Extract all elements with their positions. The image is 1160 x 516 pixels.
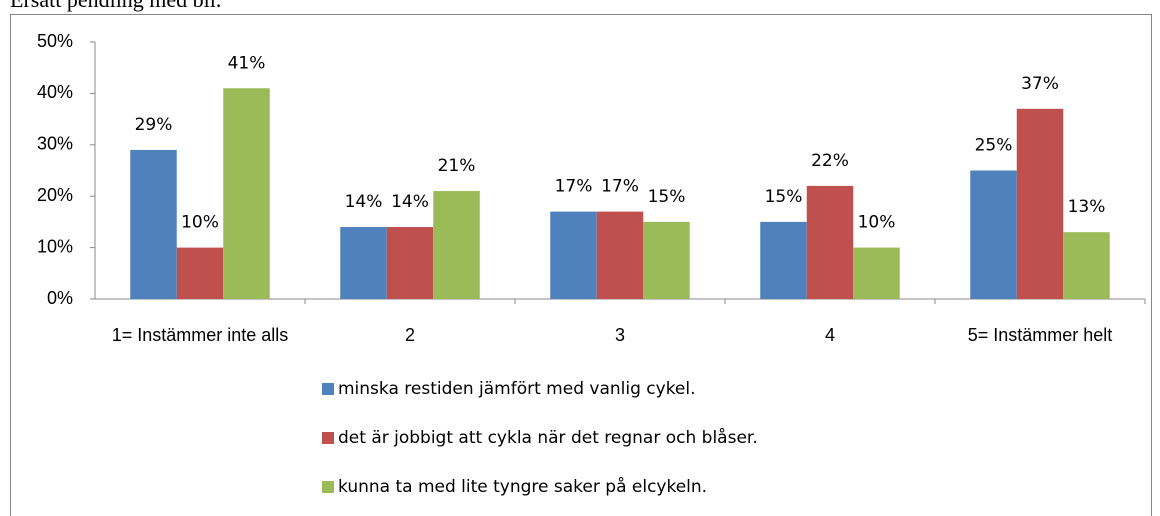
y-tick-label: 20% <box>37 185 73 205</box>
data-label: 17% <box>601 177 639 197</box>
data-label: 14% <box>345 192 383 212</box>
legend-swatch <box>322 481 334 493</box>
data-label: 10% <box>858 213 896 233</box>
x-tick-label: 4 <box>825 325 835 345</box>
x-tick-label: 2 <box>405 325 415 345</box>
chart-frame <box>10 14 1152 516</box>
page-caption: Ersätt pendling med bil. <box>10 0 221 12</box>
data-label: 25% <box>975 136 1013 156</box>
bar <box>340 227 387 299</box>
y-tick-label: 10% <box>37 236 73 256</box>
bar <box>1063 232 1110 299</box>
bar <box>176 247 224 299</box>
bar <box>386 227 434 299</box>
legend-swatch <box>322 383 334 395</box>
bar <box>1016 108 1064 299</box>
data-label: 41% <box>228 53 266 73</box>
bar <box>853 247 900 299</box>
bar <box>643 221 690 299</box>
y-tick-label: 0% <box>47 288 73 308</box>
legend-label: det är jobbigt att cykla när det regnar … <box>338 427 758 448</box>
y-tick-label: 40% <box>37 82 73 102</box>
data-label: 21% <box>438 156 476 176</box>
legend-swatch <box>322 432 334 444</box>
x-tick-label: 1= Instämmer inte alls <box>112 325 289 345</box>
data-label: 13% <box>1068 197 1106 217</box>
x-tick-label: 5= Instämmer helt <box>968 325 1113 345</box>
y-tick-label: 30% <box>37 134 73 154</box>
bar <box>130 149 177 299</box>
data-label: 17% <box>555 177 593 197</box>
bar <box>433 191 480 299</box>
bar <box>550 211 597 299</box>
data-label: 15% <box>648 187 686 207</box>
data-label: 22% <box>811 151 849 171</box>
legend-label: kunna ta med lite tyngre saker på elcyke… <box>338 476 707 497</box>
bar <box>760 221 807 299</box>
data-label: 15% <box>765 187 803 207</box>
bar <box>970 170 1017 299</box>
legend-label: minska restiden jämfört med vanlig cykel… <box>338 379 696 399</box>
data-label: 37% <box>1021 74 1059 94</box>
data-label: 10% <box>181 213 219 233</box>
bar <box>806 185 854 299</box>
data-label: 14% <box>391 192 429 212</box>
data-label: 29% <box>135 115 173 135</box>
y-tick-label: 50% <box>37 31 73 51</box>
bar <box>223 88 270 299</box>
bar <box>596 211 644 299</box>
x-tick-label: 3 <box>615 325 625 345</box>
